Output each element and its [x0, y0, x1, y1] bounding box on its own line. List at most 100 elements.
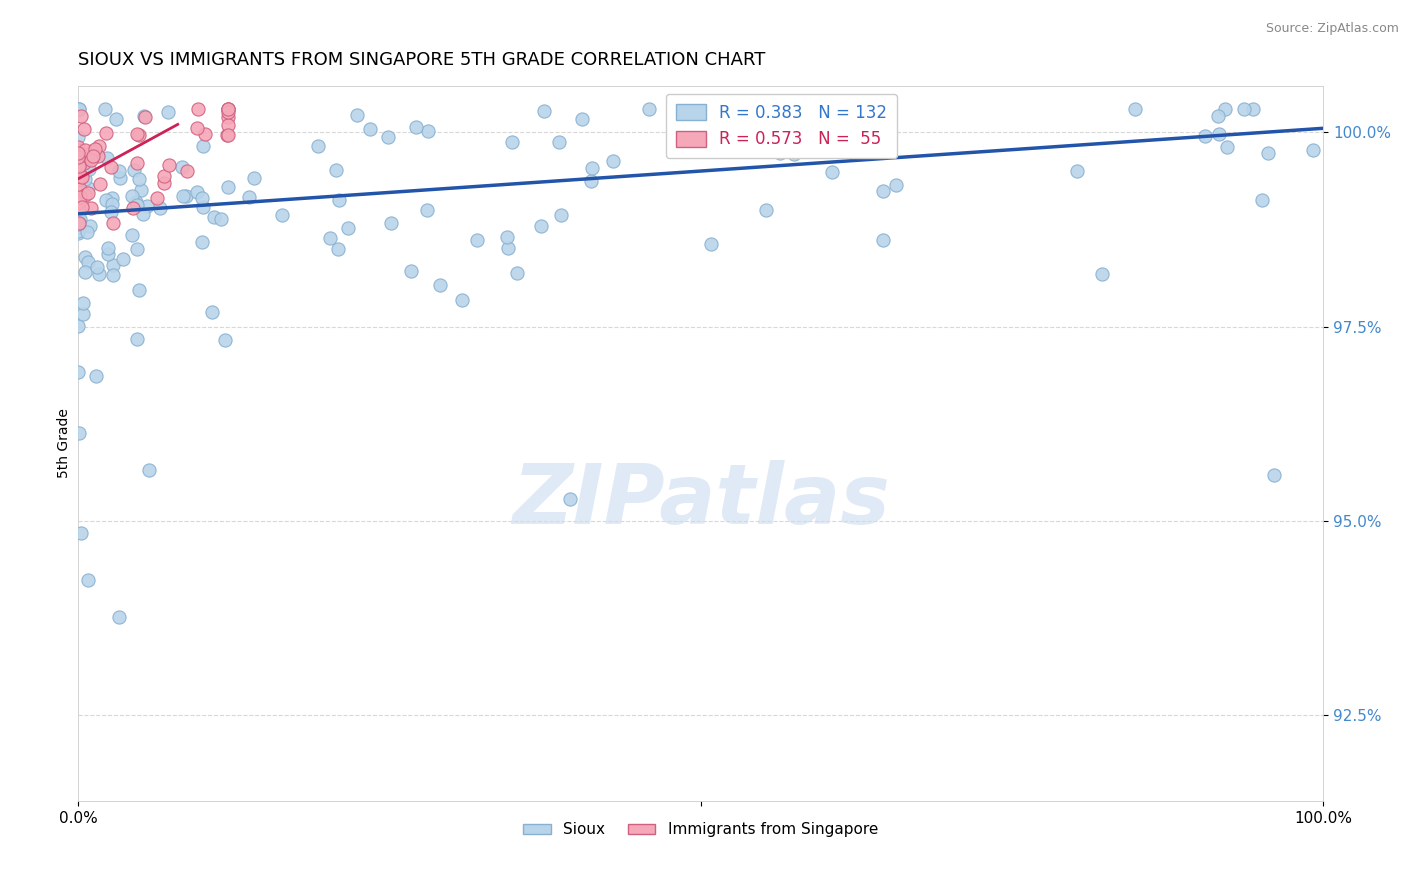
Point — [191, 200, 214, 214]
Point — [67, 143, 90, 157]
Point — [769, 146, 792, 161]
Point — [214, 334, 236, 348]
Point — [337, 221, 360, 235]
Point — [67, 211, 90, 226]
Point — [405, 120, 427, 134]
Point — [186, 121, 208, 136]
Point — [1233, 102, 1256, 116]
Point — [176, 189, 198, 203]
Point — [159, 158, 181, 172]
Point — [191, 235, 214, 249]
Point — [602, 154, 624, 169]
Point — [101, 268, 124, 282]
Point — [429, 278, 451, 293]
Point — [416, 202, 439, 217]
Point — [581, 161, 603, 176]
Point — [496, 230, 519, 244]
Point — [108, 610, 131, 624]
Point — [1194, 129, 1216, 144]
Point — [186, 185, 208, 199]
Point — [67, 160, 90, 174]
Point — [217, 102, 239, 116]
Point — [172, 188, 194, 202]
Point — [67, 140, 90, 154]
Point — [121, 188, 143, 202]
Point — [82, 149, 104, 163]
Point — [97, 247, 120, 261]
Point — [579, 173, 602, 187]
Point — [67, 153, 90, 168]
Point — [80, 201, 103, 215]
Point — [77, 180, 100, 194]
Point — [217, 102, 239, 116]
Point — [67, 366, 90, 380]
Point — [1208, 127, 1230, 141]
Point — [125, 155, 148, 169]
Point — [132, 207, 155, 221]
Point — [94, 126, 117, 140]
Point — [127, 332, 149, 346]
Point — [108, 171, 131, 186]
Point — [548, 135, 571, 149]
Point — [328, 194, 350, 208]
Point — [533, 104, 555, 119]
Point — [325, 162, 347, 177]
Point — [125, 242, 148, 256]
Point — [76, 186, 98, 200]
Point — [346, 108, 368, 122]
Point — [550, 208, 572, 222]
Point — [496, 241, 519, 255]
Point — [700, 236, 723, 251]
Point — [79, 219, 101, 233]
Y-axis label: 5th Grade: 5th Grade — [58, 409, 72, 478]
Text: Source: ZipAtlas.com: Source: ZipAtlas.com — [1265, 22, 1399, 36]
Point — [72, 307, 94, 321]
Point — [75, 172, 97, 186]
Point — [209, 211, 232, 226]
Point — [67, 102, 90, 116]
Point — [70, 200, 93, 214]
Point — [67, 102, 90, 116]
Point — [872, 184, 894, 198]
Point — [1241, 102, 1264, 116]
Point — [67, 318, 90, 333]
Point — [1215, 102, 1237, 116]
Point — [67, 173, 90, 187]
Point — [238, 190, 260, 204]
Point — [884, 178, 907, 192]
Point — [638, 102, 661, 116]
Point — [761, 141, 783, 155]
Point — [125, 198, 148, 212]
Point — [67, 217, 90, 231]
Point — [69, 220, 91, 235]
Point — [101, 216, 124, 230]
Point — [75, 250, 97, 264]
Point — [153, 169, 176, 184]
Point — [84, 368, 107, 383]
Point — [100, 205, 122, 219]
Point — [122, 162, 145, 177]
Point — [67, 226, 90, 240]
Point — [94, 193, 117, 207]
Point — [820, 164, 842, 178]
Point — [89, 138, 111, 153]
Point — [67, 215, 90, 229]
Point — [67, 426, 90, 441]
Point — [217, 128, 239, 143]
Point — [67, 162, 90, 177]
Point — [1091, 267, 1114, 281]
Point — [70, 169, 93, 183]
Point — [146, 191, 169, 205]
Point — [122, 201, 145, 215]
Point — [79, 161, 101, 176]
Point — [560, 492, 582, 507]
Point — [673, 142, 696, 156]
Point — [69, 182, 91, 196]
Point — [138, 463, 160, 477]
Point — [101, 258, 124, 272]
Point — [217, 128, 239, 142]
Point — [67, 130, 90, 145]
Point — [67, 224, 90, 238]
Point — [73, 122, 96, 136]
Point — [153, 177, 176, 191]
